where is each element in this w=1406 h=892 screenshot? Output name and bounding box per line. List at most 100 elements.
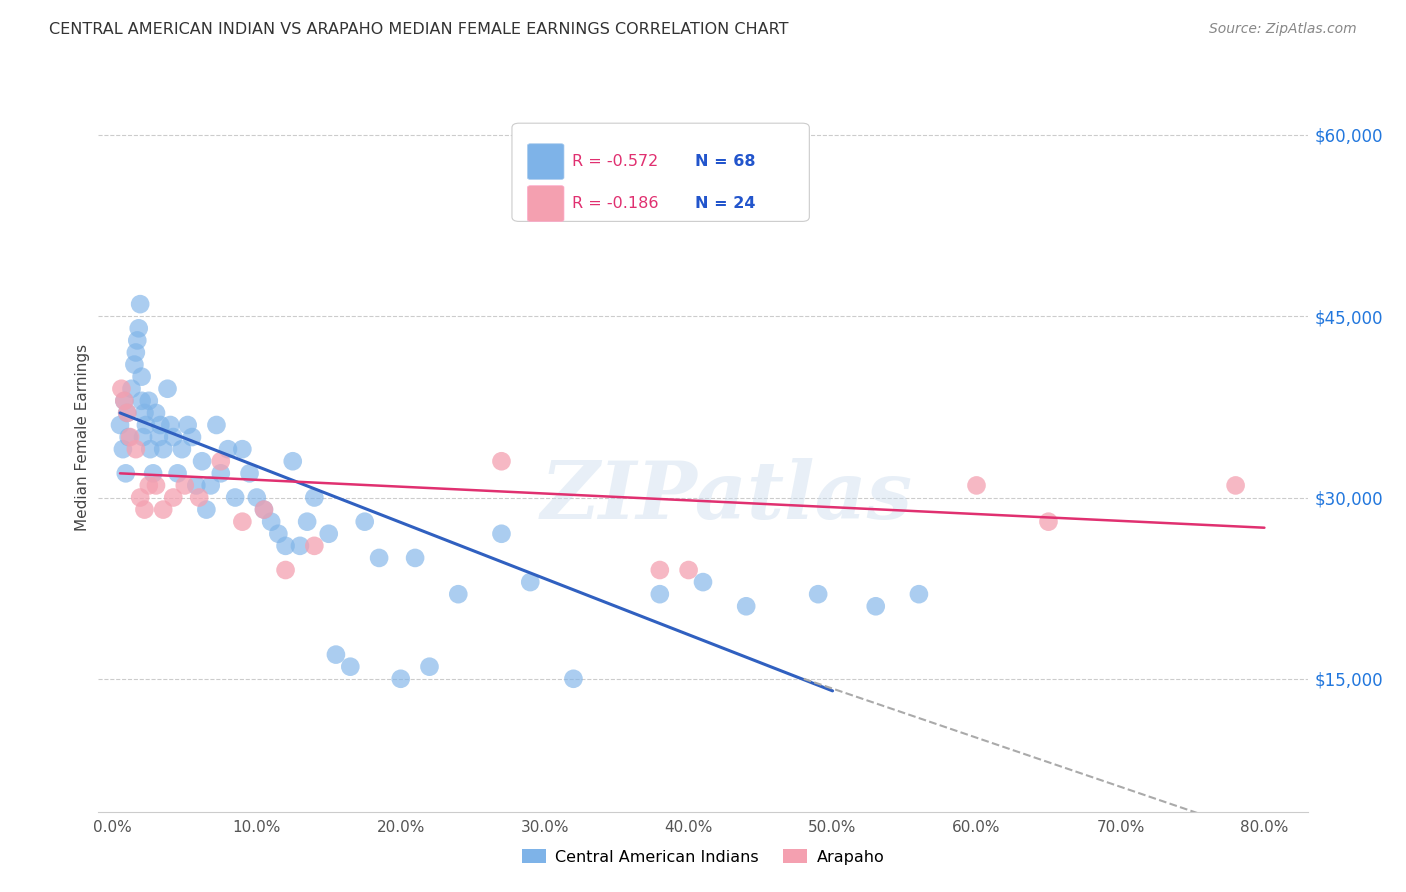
- Point: [253, 502, 276, 516]
- Point: [217, 442, 239, 457]
- Point: [353, 515, 375, 529]
- Point: [138, 393, 160, 408]
- Point: [108, 417, 131, 432]
- Point: [120, 430, 142, 444]
- Text: CENTRAL AMERICAN INDIAN VS ARAPAHO MEDIAN FEMALE EARNINGS CORRELATION CHART: CENTRAL AMERICAN INDIAN VS ARAPAHO MEDIA…: [49, 22, 789, 37]
- Point: [368, 550, 391, 565]
- Point: [200, 478, 222, 492]
- Point: [447, 587, 470, 601]
- Point: [152, 442, 174, 457]
- Point: [519, 575, 541, 590]
- Point: [129, 491, 152, 505]
- Point: [404, 550, 426, 565]
- Point: [491, 454, 513, 468]
- Point: [288, 539, 311, 553]
- Point: [129, 297, 152, 311]
- Point: [170, 442, 193, 457]
- Point: [562, 672, 585, 686]
- Point: [173, 478, 195, 492]
- Point: [692, 575, 714, 590]
- Legend: Central American Indians, Arapaho: Central American Indians, Arapaho: [516, 843, 890, 871]
- Point: [231, 515, 253, 529]
- Point: [131, 369, 153, 384]
- Text: ZIPatlas: ZIPatlas: [541, 458, 914, 536]
- Point: [304, 491, 326, 505]
- Point: [152, 502, 174, 516]
- Point: [191, 454, 214, 468]
- Point: [125, 442, 148, 457]
- Point: [156, 382, 179, 396]
- Point: [267, 526, 290, 541]
- Point: [295, 515, 318, 529]
- Point: [274, 539, 297, 553]
- Point: [115, 406, 138, 420]
- Point: [181, 430, 204, 444]
- Point: [735, 599, 758, 614]
- Point: [224, 491, 246, 505]
- Point: [325, 648, 347, 662]
- Point: [678, 563, 700, 577]
- Point: [115, 406, 138, 420]
- Point: [908, 587, 931, 601]
- Point: [114, 467, 136, 481]
- Point: [127, 334, 149, 348]
- Point: [124, 358, 146, 372]
- Point: [274, 563, 297, 577]
- Point: [253, 502, 276, 516]
- Point: [131, 393, 153, 408]
- Text: N = 68: N = 68: [695, 154, 755, 169]
- Point: [389, 672, 412, 686]
- Y-axis label: Median Female Earnings: Median Female Earnings: [75, 343, 90, 531]
- Point: [162, 430, 184, 444]
- Point: [162, 491, 184, 505]
- Point: [318, 526, 340, 541]
- Point: [304, 539, 326, 553]
- Point: [112, 393, 135, 408]
- Point: [159, 417, 181, 432]
- Point: [239, 467, 262, 481]
- Point: [110, 382, 132, 396]
- Point: [176, 417, 198, 432]
- Point: [145, 406, 167, 420]
- Point: [118, 430, 141, 444]
- Point: [145, 478, 167, 492]
- Point: [260, 515, 283, 529]
- Text: Source: ZipAtlas.com: Source: ZipAtlas.com: [1209, 22, 1357, 37]
- Point: [148, 430, 170, 444]
- Point: [195, 502, 218, 516]
- Point: [186, 478, 208, 492]
- Point: [135, 417, 157, 432]
- Point: [209, 454, 232, 468]
- Point: [281, 454, 304, 468]
- Point: [138, 478, 160, 492]
- Point: [418, 659, 440, 673]
- Point: [807, 587, 830, 601]
- Text: N = 24: N = 24: [695, 196, 755, 211]
- Point: [134, 502, 156, 516]
- Point: [134, 406, 156, 420]
- Point: [132, 430, 155, 444]
- Point: [1225, 478, 1247, 492]
- Point: [121, 382, 143, 396]
- Point: [139, 442, 162, 457]
- Text: R = -0.186: R = -0.186: [572, 196, 659, 211]
- Point: [125, 345, 148, 359]
- Point: [339, 659, 361, 673]
- Point: [188, 491, 211, 505]
- Point: [491, 526, 513, 541]
- Point: [128, 321, 150, 335]
- Point: [205, 417, 228, 432]
- Point: [112, 393, 135, 408]
- Point: [111, 442, 134, 457]
- Point: [149, 417, 172, 432]
- Point: [231, 442, 253, 457]
- Point: [648, 587, 671, 601]
- Point: [246, 491, 269, 505]
- Point: [648, 563, 671, 577]
- Point: [142, 467, 165, 481]
- Point: [966, 478, 988, 492]
- Text: R = -0.572: R = -0.572: [572, 154, 658, 169]
- Point: [166, 467, 188, 481]
- Point: [209, 467, 232, 481]
- Point: [1038, 515, 1060, 529]
